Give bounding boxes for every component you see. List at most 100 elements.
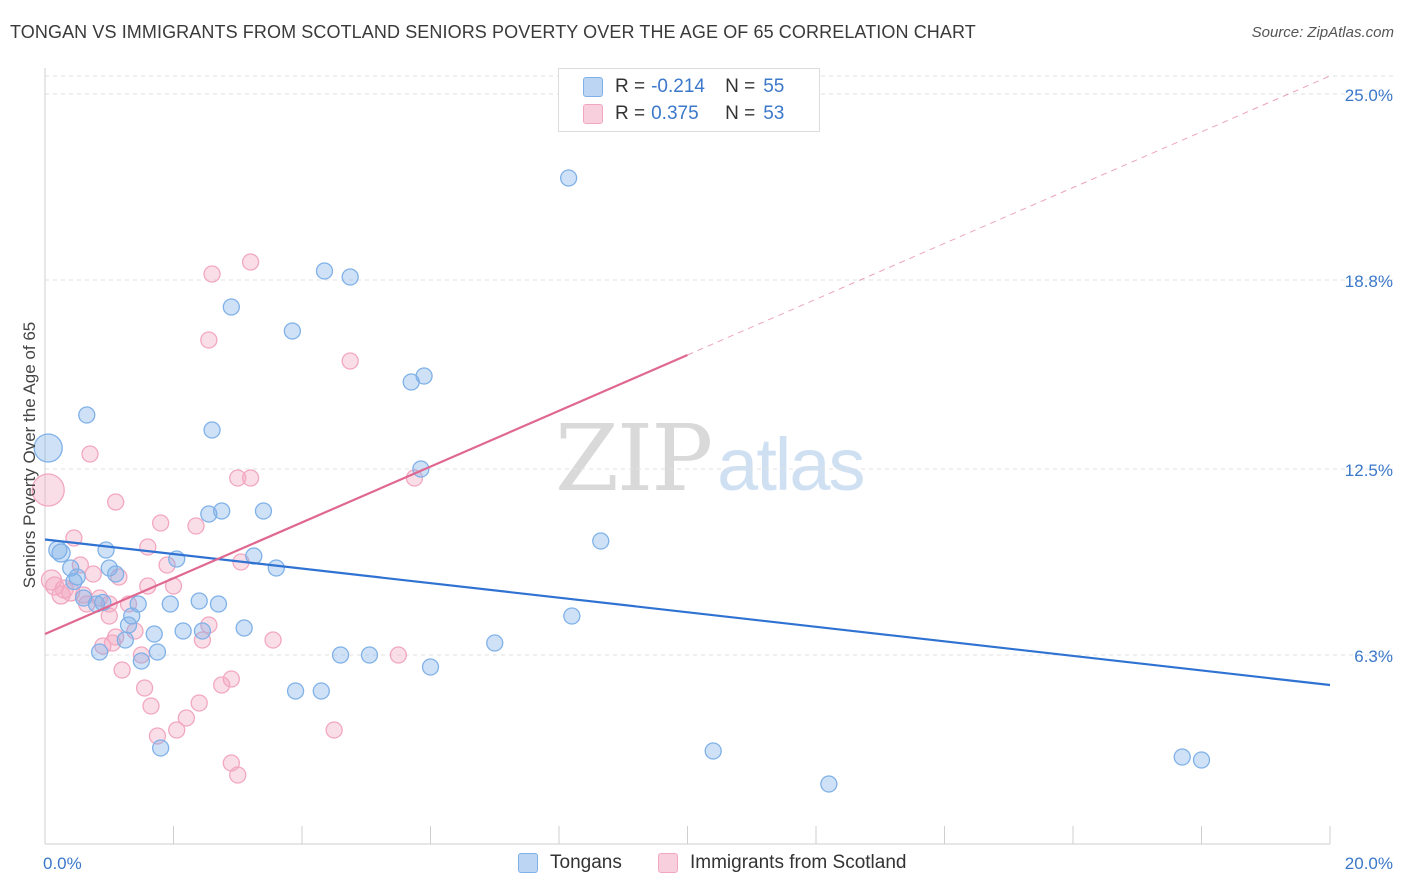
tongans-point [286,682,305,700]
source-link[interactable]: ZipAtlas.com [1307,24,1394,41]
scotland-point [264,631,282,649]
legend-n-value: 53 [763,103,785,124]
tongans-point [100,559,118,577]
tongans-point [267,559,285,577]
tongans-point [421,658,440,676]
tongans-point [129,595,147,613]
scotland-point [389,646,408,664]
tongans-point [213,502,231,520]
tongans-point [90,643,109,661]
legend-r-label: R = [615,103,646,124]
tongans-point [1192,751,1211,769]
legend-swatch-tongans [518,853,538,873]
scotland-point [200,616,218,634]
tongans-point [161,595,179,613]
scotland-point [113,661,131,679]
tongans-point [559,169,578,187]
scotland-trend-line [44,353,688,636]
scotland-point [241,253,260,271]
tongans-point [145,625,163,643]
tongans-point [51,543,71,563]
scotland-point [158,556,176,574]
tongans-point [283,322,302,340]
tongans-point [151,739,170,757]
legend-row-tongans: R = -0.214 N = 55 [583,74,784,100]
tongans-point [33,433,63,463]
tongans-point [107,565,125,583]
scotland-point [241,469,260,487]
legend-item-tongans[interactable]: Tongans [518,852,622,874]
y-tick-label: 6.3% [1354,647,1393,666]
series-legend: Tongans Immigrants from Scotland [0,852,1406,878]
x-tick-label: 0.0% [43,854,82,873]
tongans-point [331,646,350,664]
scotland-point [135,679,154,697]
scotland-point [213,676,231,694]
tongans-point [222,298,240,316]
tongans-point [190,592,208,610]
tongans-point [312,682,330,700]
scotland-point [84,565,102,583]
legend-swatch-scotland [658,853,678,873]
tongans-point [315,262,334,280]
tongans-point [704,742,722,760]
tongans-point [200,505,218,523]
tongans-point [235,619,253,637]
scotland-point [325,721,343,739]
scotland-point [222,670,240,688]
tongans-point [65,572,83,591]
tongans-point [78,406,96,424]
legend-swatch-scotland [583,104,603,124]
chart-title: TONGAN VS IMMIGRANTS FROM SCOTLAND SENIO… [10,22,976,42]
tongans-point [360,646,379,664]
legend-n-label: N = [725,103,756,124]
y-axis-label: Seniors Poverty Over the Age of 65 [20,321,39,589]
source-credit: Source: ZipAtlas.com [1252,24,1394,41]
tongans-point [209,595,228,613]
legend-r-value: -0.214 [651,76,705,97]
scotland-point [229,469,247,487]
tongans-point [341,268,359,286]
legend-item-scotland[interactable]: Immigrants from Scotland [658,852,906,874]
legend-n-value: 55 [763,76,785,97]
scotland-point [31,473,65,507]
legend-n-label: N = [725,76,756,97]
source-label: Source: [1251,24,1304,41]
legend-r-value: 0.375 [651,103,699,124]
scotland-point [190,694,208,712]
y-tick-label: 12.5% [1345,461,1393,480]
scotland-point [187,517,205,535]
x-tick-label: 20.0% [1345,854,1393,873]
tongans-point [592,532,610,550]
tongans-point [486,634,504,652]
scotland-point [200,331,218,349]
scotland-point [107,493,125,511]
watermark-atlas: atlas [717,423,865,506]
scotland-point [177,709,196,727]
tongans-point [820,775,838,793]
tongans-trend-line [44,538,1331,687]
scotland-point [107,628,125,646]
scotland-trend-line-extension [687,75,1331,356]
tongans-point [97,541,115,559]
scotland-point [193,631,212,649]
scotland-point [151,514,170,532]
tongans-point [148,643,167,661]
tongans-point [116,631,134,649]
tongans-point [203,421,221,439]
legend-r-label: R = [615,76,646,97]
scotland-point [81,445,99,463]
tongans-point [1173,748,1191,766]
scotland-point [203,265,221,283]
tongans-point [62,559,80,577]
legend-label-scotland: Immigrants from Scotland [690,852,907,873]
y-tick-label: 18.8% [1345,272,1393,291]
tongans-point [132,652,151,670]
scotland-point [168,721,186,739]
y-tick-label: 25.0% [1345,86,1393,105]
scotland-point [341,352,359,370]
tongans-point [193,622,212,640]
tongans-point [254,502,273,520]
correlation-legend: R = -0.214 N = 55 R = 0.375 N = 53 [558,68,820,132]
